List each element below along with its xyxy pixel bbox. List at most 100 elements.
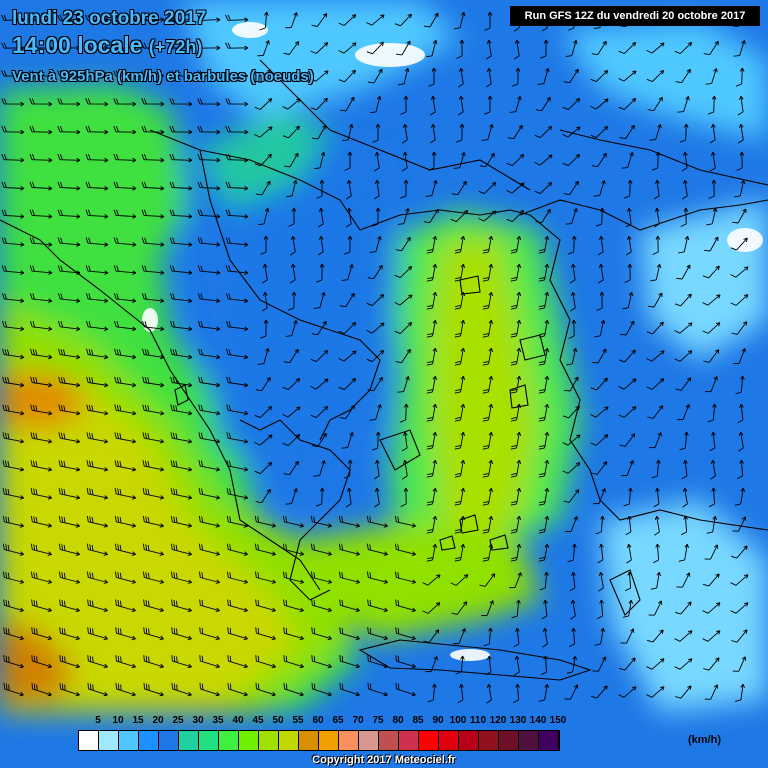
wind-arrow bbox=[141, 209, 165, 219]
wind-arrow bbox=[457, 67, 464, 88]
wind-arrow bbox=[254, 461, 273, 475]
wind-arrow bbox=[373, 459, 380, 480]
wind-zone-teal bbox=[200, 110, 330, 210]
wind-arrow bbox=[338, 69, 356, 83]
wind-arrow bbox=[737, 459, 744, 480]
wind-arrow bbox=[485, 39, 492, 60]
wind-arrow bbox=[114, 432, 137, 444]
wind-arrow bbox=[453, 628, 466, 645]
wind-arrow bbox=[143, 655, 164, 669]
wind-arrow bbox=[367, 68, 383, 84]
wind-arrow bbox=[199, 655, 220, 669]
wind-arrow bbox=[85, 14, 109, 23]
wind-arrow bbox=[170, 320, 193, 332]
wind-arrow bbox=[649, 432, 662, 449]
wind-arrow bbox=[86, 571, 109, 584]
wind-arrow bbox=[29, 153, 53, 163]
wind-arrow bbox=[282, 571, 305, 584]
white-calm-patches bbox=[142, 22, 763, 661]
wind-arrow bbox=[395, 682, 416, 697]
wind-arrow bbox=[310, 42, 329, 54]
color-legend: 5 10 15 20 25 30 35 40 45 50 55 60 65 70 75 80 85 90 100 11… bbox=[0, 712, 768, 768]
wind-arrow bbox=[482, 403, 494, 422]
wind-arrow bbox=[59, 599, 80, 613]
calm-patch bbox=[450, 649, 490, 661]
wind-arrow bbox=[345, 487, 352, 508]
legend-tick-label: 40 bbox=[232, 715, 244, 726]
wind-arrow bbox=[401, 459, 408, 480]
wind-arrow bbox=[285, 319, 298, 337]
wind-arrow bbox=[454, 515, 466, 534]
wind-arrows bbox=[1, 11, 749, 704]
wind-arrow bbox=[86, 320, 109, 332]
wind-arrow bbox=[345, 179, 352, 200]
wind-arrow bbox=[482, 235, 494, 254]
wind-arrow bbox=[142, 432, 165, 444]
wind-arrow bbox=[1, 42, 25, 51]
wind-arrow bbox=[57, 209, 81, 219]
wind-arrow bbox=[676, 572, 691, 588]
wind-arrow bbox=[366, 515, 389, 528]
wind-arrow bbox=[423, 12, 439, 28]
wind-arrow bbox=[538, 543, 550, 562]
wind-arrow bbox=[142, 348, 165, 360]
wind-arrow bbox=[562, 434, 581, 446]
wind-arrow bbox=[618, 349, 636, 363]
wind-arrow bbox=[622, 599, 634, 618]
wind-arrow bbox=[482, 263, 494, 282]
wind-arrow bbox=[114, 320, 137, 332]
wind-arrow bbox=[681, 151, 688, 172]
wind-arrow bbox=[626, 543, 632, 564]
wind-arrow bbox=[141, 98, 165, 107]
wind-arrow bbox=[169, 293, 193, 304]
wind-arrow bbox=[705, 376, 718, 393]
wind-arrow bbox=[339, 599, 360, 613]
wind-arrow bbox=[674, 41, 693, 55]
legend-swatch bbox=[79, 731, 99, 750]
variable-title: Vent à 925hPa (km/h) et barbules (noeuds… bbox=[12, 68, 314, 85]
wind-arrow bbox=[1, 181, 25, 191]
legend-swatch bbox=[379, 731, 399, 750]
wind-arrow bbox=[87, 682, 108, 697]
wind-arrow bbox=[682, 487, 688, 508]
legend-unit: (km/h) bbox=[688, 734, 721, 746]
wind-arrow bbox=[113, 209, 137, 219]
wind-arrow bbox=[366, 41, 384, 55]
wind-arrow bbox=[709, 487, 716, 508]
wind-arrow bbox=[310, 349, 329, 363]
wind-arrow bbox=[282, 70, 301, 82]
wind-arrow bbox=[198, 460, 221, 472]
wind-arrow bbox=[678, 543, 690, 562]
wind-arrow bbox=[113, 181, 137, 191]
wind-arrow bbox=[373, 487, 380, 508]
wind-arrow bbox=[730, 294, 749, 306]
wind-arrow bbox=[198, 515, 221, 528]
wind-arrow bbox=[564, 684, 579, 700]
wind-arrow bbox=[226, 348, 249, 360]
legend-swatch bbox=[399, 731, 419, 750]
wind-arrow bbox=[341, 432, 354, 449]
wind-arrow bbox=[709, 123, 716, 144]
wind-arrow bbox=[86, 432, 109, 444]
wind-arrow bbox=[170, 543, 193, 556]
wind-arrow bbox=[507, 124, 523, 140]
wind-arrow bbox=[143, 627, 164, 641]
wind-arrow bbox=[514, 655, 520, 676]
wind-arrow bbox=[423, 208, 439, 224]
island-euboea bbox=[379, 429, 421, 471]
wind-arrow bbox=[30, 348, 53, 360]
wind-arrow bbox=[170, 376, 193, 388]
wind-arrow bbox=[254, 571, 277, 584]
legend-swatch bbox=[259, 731, 279, 750]
wind-arrow bbox=[198, 543, 221, 556]
wind-arrow bbox=[86, 543, 109, 556]
legend-swatch bbox=[199, 731, 219, 750]
wind-arrow bbox=[29, 70, 53, 79]
wind-arrow bbox=[114, 487, 137, 500]
wind-arrow bbox=[115, 655, 136, 669]
wind-arrow bbox=[58, 404, 81, 416]
wind-arrow bbox=[597, 599, 604, 620]
wind-arrow bbox=[282, 377, 301, 391]
wind-arrow bbox=[735, 375, 745, 395]
wind-arrow bbox=[457, 95, 464, 116]
